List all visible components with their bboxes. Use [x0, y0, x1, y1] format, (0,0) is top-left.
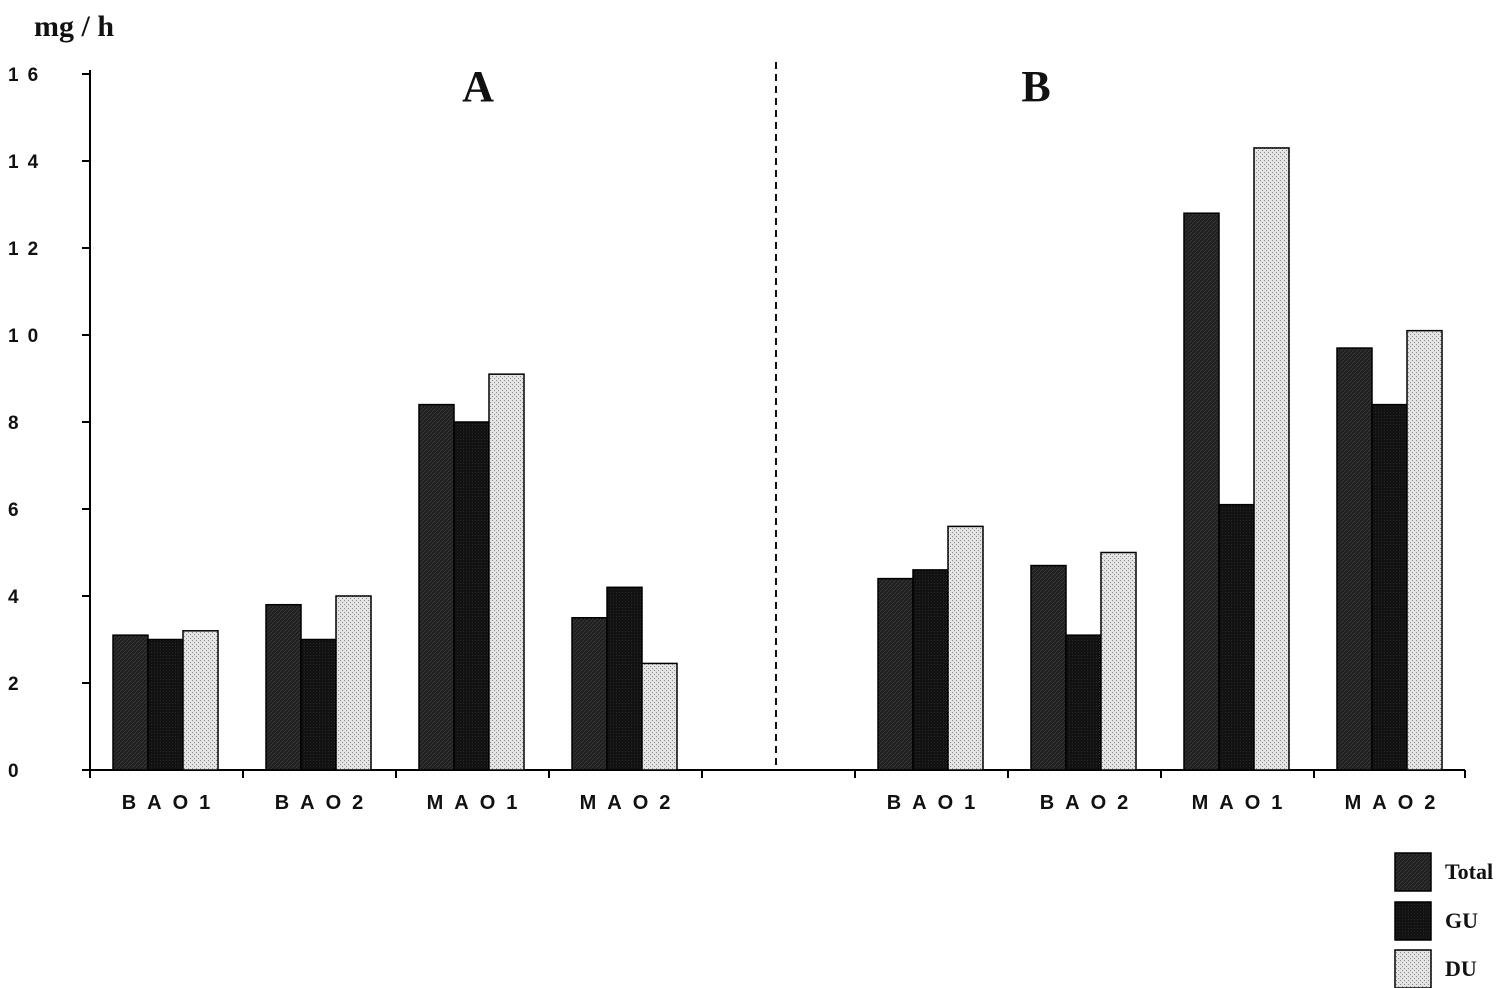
x-category-label: BAO1 — [887, 792, 987, 814]
x-category-label: MAO1 — [1192, 792, 1294, 814]
y-tick-label: 16 — [8, 65, 47, 86]
panel-label-b: B — [1021, 62, 1050, 111]
legend-swatch-gu — [1394, 901, 1432, 941]
x-category-label: BAO2 — [1040, 792, 1140, 814]
bar-a-bao2-total — [265, 603, 302, 771]
y-tick-label: 8 — [8, 413, 28, 434]
bar-b-bao2-du — [1100, 551, 1137, 771]
bar-b-mao2-total — [1336, 347, 1373, 771]
bar-b-mao1-gu — [1218, 503, 1255, 771]
bar-b-mao1-du — [1253, 147, 1290, 771]
legend-label-du: DU — [1445, 956, 1477, 981]
y-tick-label: 14 — [8, 152, 47, 173]
y-tick-label: 12 — [8, 239, 47, 260]
x-category-label: BAO1 — [122, 792, 222, 814]
bars — [112, 147, 1443, 771]
legend-swatch-total — [1394, 852, 1432, 892]
bar-a-mao1-total — [418, 403, 455, 771]
legend-label-gu: GU — [1445, 908, 1478, 933]
bar-a-bao2-du — [335, 595, 372, 771]
y-tick-label: 0 — [8, 761, 28, 782]
bar-b-mao2-du — [1406, 329, 1443, 771]
bar-b-bao1-total — [877, 577, 914, 771]
bar-a-mao1-gu — [453, 421, 490, 771]
x-category-label: BAO2 — [275, 792, 375, 814]
x-axis-labels: BAO1 BAO2 MAO1 MAO2 BAO1 BAO2 MAO1 MAO2 — [122, 792, 1447, 814]
legend-swatch-du — [1394, 949, 1432, 988]
bar-a-mao2-total — [571, 617, 608, 771]
bar-a-bao1-total — [112, 634, 149, 771]
y-tick-label: 2 — [8, 674, 28, 695]
panel-label-a: A — [462, 62, 494, 111]
y-tick-label: 10 — [8, 326, 47, 347]
y-tick-label: 6 — [8, 500, 28, 521]
bar-b-mao2-gu — [1371, 403, 1408, 771]
x-category-label: MAO2 — [580, 792, 682, 814]
y-tick-label: 4 — [8, 587, 28, 608]
bar-a-bao2-gu — [300, 638, 337, 771]
y-axis-title: mg / h — [34, 10, 114, 43]
x-category-label: MAO1 — [427, 792, 529, 814]
legend-label-total: Total — [1445, 859, 1493, 884]
bar-a-bao1-du — [182, 630, 219, 771]
bar-a-mao2-gu — [606, 586, 643, 771]
bar-b-bao1-du — [947, 525, 984, 771]
x-category-label: MAO2 — [1345, 792, 1447, 814]
bar-a-mao1-du — [488, 373, 525, 771]
legend: Total GU DU — [1394, 852, 1493, 988]
y-axis-ticks: 0 2 4 6 8 10 12 14 16 — [8, 65, 90, 782]
bar-b-bao1-gu — [912, 569, 949, 771]
bar-a-mao2-du — [641, 662, 678, 771]
bar-b-bao2-total — [1030, 564, 1067, 771]
bar-a-bao1-gu — [147, 638, 184, 771]
bar-b-bao2-gu — [1065, 634, 1102, 771]
bar-b-mao1-total — [1183, 212, 1220, 771]
